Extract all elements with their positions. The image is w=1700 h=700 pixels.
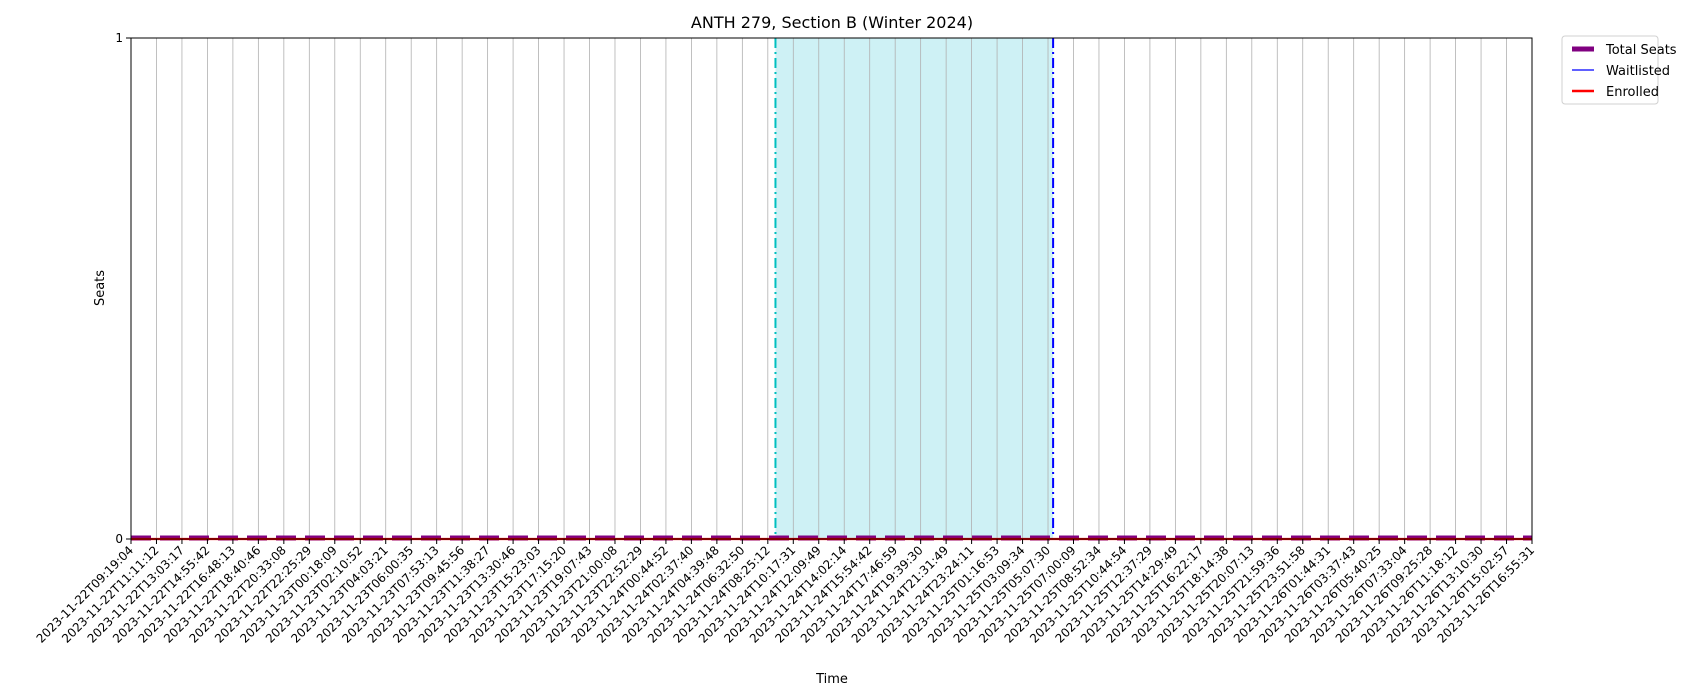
shaded-period-region: [775, 38, 1054, 539]
x-axis: 2023-11-22T09:19:042023-11-22T11:11:1220…: [34, 539, 1537, 646]
y-tick-label: 1: [115, 31, 123, 45]
legend-label: Enrolled: [1606, 85, 1659, 100]
y-axis-label: Seats: [93, 270, 108, 306]
legend: Total Seats Waitlisted Enrolled: [1561, 35, 1677, 105]
plot-frame: [130, 37, 1533, 540]
grid-lines: [130, 38, 1533, 539]
legend-box: [1561, 35, 1659, 105]
legend-label: Waitlisted: [1606, 64, 1670, 79]
y-axis: 01: [115, 31, 131, 546]
vertical-markers: [774, 38, 1055, 539]
legend-label: Total Seats: [1605, 43, 1677, 58]
y-tick-label: 0: [115, 532, 123, 546]
x-axis-label: Time: [815, 672, 848, 687]
shaded-region: [775, 38, 1054, 539]
chart-title: ANTH 279, Section B (Winter 2024): [691, 13, 973, 32]
